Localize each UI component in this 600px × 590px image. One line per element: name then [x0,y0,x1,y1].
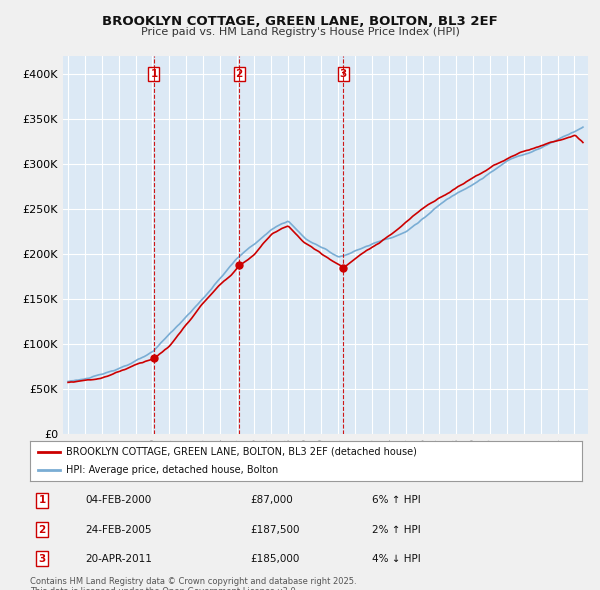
Text: 3: 3 [38,554,46,564]
Text: 04-FEB-2000: 04-FEB-2000 [85,495,151,505]
Text: 1: 1 [38,495,46,505]
Text: £87,000: £87,000 [251,495,293,505]
Text: 4% ↓ HPI: 4% ↓ HPI [372,554,421,564]
Text: BROOKLYN COTTAGE, GREEN LANE, BOLTON, BL3 2EF (detached house): BROOKLYN COTTAGE, GREEN LANE, BOLTON, BL… [66,447,417,457]
Text: 20-APR-2011: 20-APR-2011 [85,554,152,564]
Text: 1: 1 [151,69,158,79]
Text: 24-FEB-2005: 24-FEB-2005 [85,525,152,535]
Text: 2% ↑ HPI: 2% ↑ HPI [372,525,421,535]
Text: £185,000: £185,000 [251,554,300,564]
Text: Price paid vs. HM Land Registry's House Price Index (HPI): Price paid vs. HM Land Registry's House … [140,27,460,37]
Text: HPI: Average price, detached house, Bolton: HPI: Average price, detached house, Bolt… [66,465,278,475]
Text: BROOKLYN COTTAGE, GREEN LANE, BOLTON, BL3 2EF: BROOKLYN COTTAGE, GREEN LANE, BOLTON, BL… [102,15,498,28]
Text: 2: 2 [235,69,242,79]
Text: 6% ↑ HPI: 6% ↑ HPI [372,495,421,505]
Text: Contains HM Land Registry data © Crown copyright and database right 2025.
This d: Contains HM Land Registry data © Crown c… [30,577,356,590]
Text: 3: 3 [340,69,347,79]
Text: £187,500: £187,500 [251,525,301,535]
Text: 2: 2 [38,525,46,535]
